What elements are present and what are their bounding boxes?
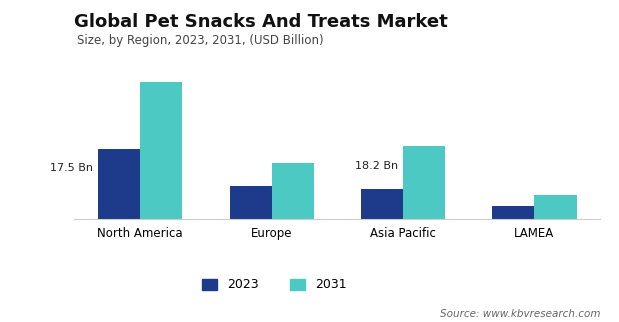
Bar	[534, 195, 576, 219]
Bar	[230, 186, 272, 219]
Text: Source: www.kbvresearch.com: Source: www.kbvresearch.com	[440, 309, 600, 319]
Text: Global Pet Snacks And Treats Market: Global Pet Snacks And Treats Market	[74, 14, 448, 32]
Text: 17.5 Bn: 17.5 Bn	[50, 163, 93, 173]
Bar	[98, 148, 141, 219]
Bar	[403, 146, 445, 219]
Bar	[272, 163, 314, 219]
Bar	[492, 206, 534, 219]
Text: 18.2 Bn: 18.2 Bn	[355, 161, 398, 171]
Legend: 2023, 2031: 2023, 2031	[197, 273, 352, 297]
Text: Size, by Region, 2023, 2031, (USD Billion): Size, by Region, 2023, 2031, (USD Billio…	[77, 34, 324, 47]
Bar	[141, 82, 183, 219]
Bar	[361, 189, 403, 219]
